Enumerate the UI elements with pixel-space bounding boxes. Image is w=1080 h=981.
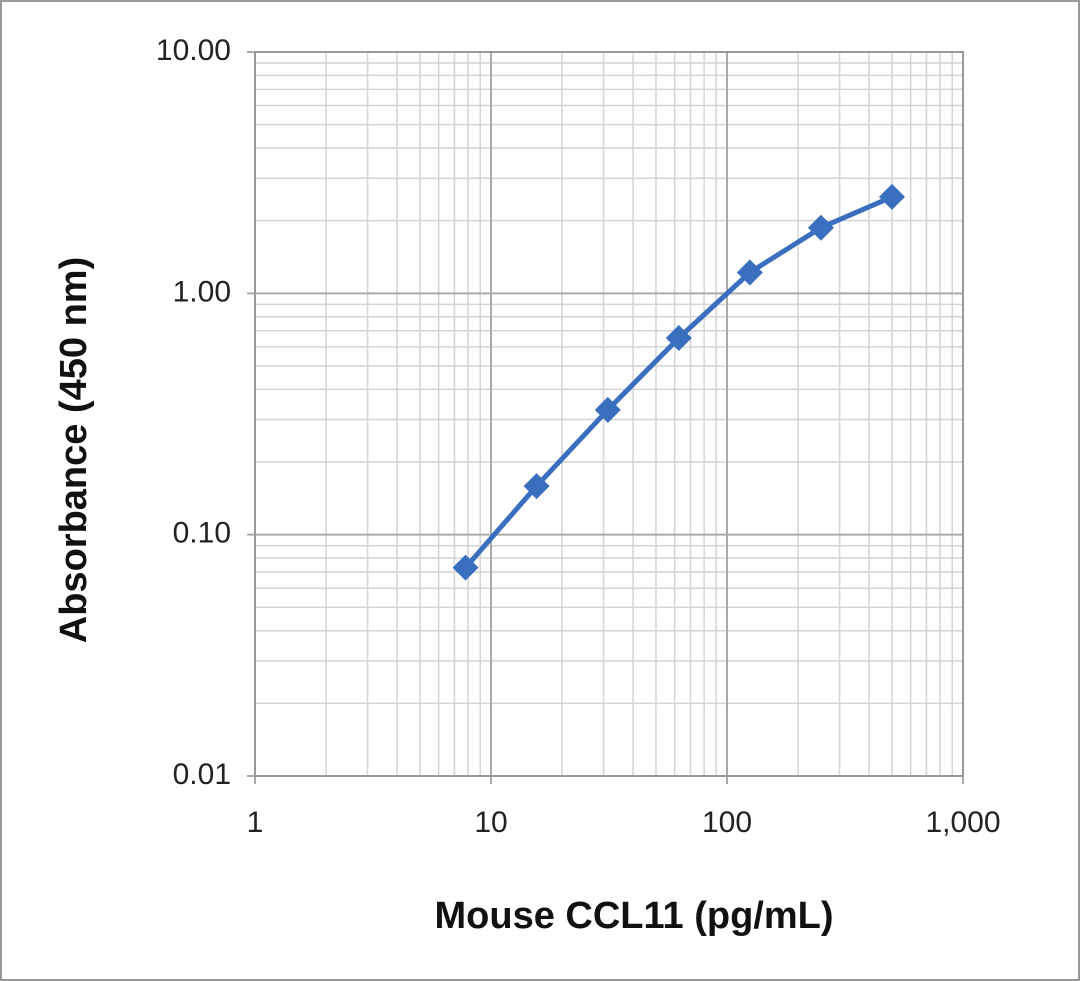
data-marker bbox=[736, 259, 763, 286]
data-marker bbox=[878, 183, 905, 210]
x-tick-label: 100 bbox=[702, 806, 752, 839]
data-marker bbox=[523, 473, 550, 500]
data-marker bbox=[665, 325, 692, 352]
y-tick-label: 0.10 bbox=[173, 517, 231, 550]
x-axis-label: Mouse CCL11 (pg/mL) bbox=[434, 895, 833, 937]
data-marker bbox=[807, 214, 834, 241]
y-axis-label: Absorbance (450 nm) bbox=[53, 257, 95, 643]
y-tick-label: 1.00 bbox=[173, 275, 231, 308]
y-tick-label: 0.01 bbox=[173, 758, 231, 791]
y-tick-label: 10.00 bbox=[156, 34, 231, 67]
plot-border bbox=[254, 51, 964, 777]
x-tick-label: 1,000 bbox=[925, 806, 1000, 839]
x-tick-label: 10 bbox=[474, 806, 507, 839]
data-marker bbox=[452, 554, 479, 581]
x-tick-label: 1 bbox=[247, 806, 264, 839]
data-marker bbox=[594, 396, 621, 423]
